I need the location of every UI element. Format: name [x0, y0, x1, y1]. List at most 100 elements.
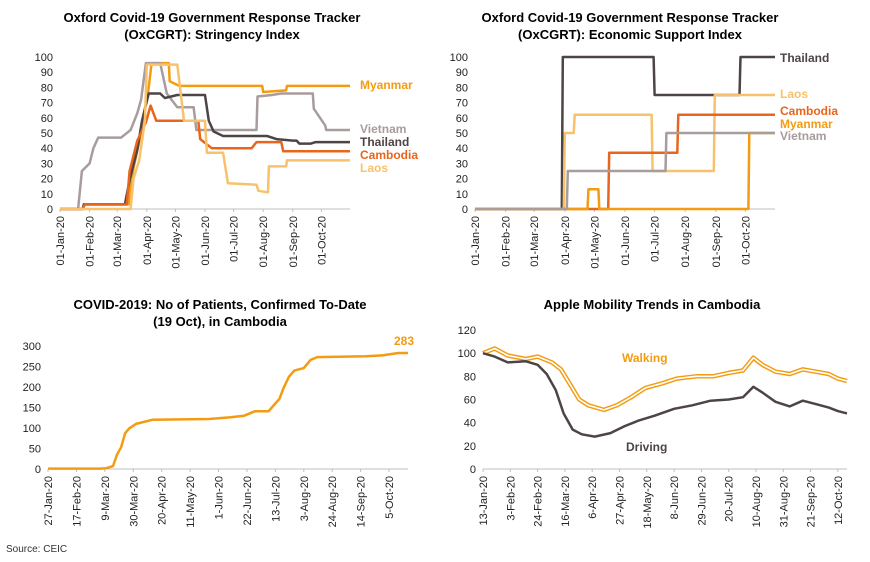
series-label-laos: Laos	[360, 161, 388, 175]
x-tick-label: 27-Apr-20	[615, 476, 627, 525]
x-tick-label: 10-Aug-20	[751, 476, 763, 527]
chart-title: Apple Mobility Trends in Cambodia	[544, 297, 761, 312]
y-tick-label: 50	[456, 128, 468, 140]
y-tick-label: 60	[41, 113, 53, 125]
x-tick-label: 01-Jan-20	[55, 216, 67, 266]
x-tick-label: 01-Mar-20	[529, 216, 541, 267]
y-tick-label: 80	[456, 82, 468, 94]
x-tick-label: 01-Feb-20	[501, 216, 513, 267]
chart-title: (OxCGRT): Economic Support Index	[518, 27, 743, 42]
series-line-cambodia	[475, 113, 775, 211]
series-label-cambodia: Cambodia	[780, 104, 838, 118]
chart-panel-4: Apple Mobility Trends in Cambodia 0 20 40 60…	[458, 297, 848, 529]
series-line-confirmed	[48, 351, 408, 470]
chart-title: (19 Oct), in Cambodia	[153, 314, 287, 329]
x-tick-label: 01-Jun-20	[200, 216, 212, 266]
x-tick-label: 17-Feb-20	[71, 476, 83, 527]
x-tick-label: 01-Sep-20	[288, 216, 300, 267]
series-line-myanmar	[475, 131, 775, 211]
y-tick-label: 300	[23, 341, 41, 353]
y-tick-label: 90	[456, 67, 468, 79]
y-tick-label: 70	[456, 98, 468, 110]
x-tick-label: 14-Sep-20	[356, 476, 368, 527]
y-tick-label: 40	[41, 143, 53, 155]
series-label-laos: Laos	[780, 87, 808, 101]
x-tick-label: 01-Apr-20	[142, 216, 154, 265]
series-line-laos	[60, 63, 350, 211]
x-tick-label: 12-Oct-20	[833, 476, 845, 525]
y-tick-label: 30	[41, 158, 53, 170]
series-line-vietnam	[475, 131, 775, 211]
x-tick-label: 01-Aug-20	[258, 216, 270, 267]
y-tick-label: 40	[464, 418, 476, 430]
y-tick-label: 0	[462, 204, 468, 216]
y-tick-label: 40	[456, 143, 468, 155]
series-label-myanmar: Myanmar	[780, 117, 833, 131]
series-label-vietnam: Vietnam	[780, 129, 826, 143]
y-tick-label: 150	[23, 403, 41, 415]
series-line-walking-inner	[482, 347, 848, 411]
series-label-driving: Driving	[626, 440, 667, 454]
x-tick-label: 01-Feb-20	[85, 216, 97, 267]
series-label-vietnam: Vietnam	[360, 122, 406, 136]
x-tick-label: 1-Jun-20	[214, 476, 226, 519]
y-tick-label: 100	[458, 348, 476, 360]
series-label-thailand: Thailand	[360, 135, 409, 149]
x-tick-label: 9-Mar-20	[100, 476, 112, 521]
chart-title: Oxford Covid-19 Government Response Trac…	[482, 10, 779, 25]
y-tick-label: 30	[456, 158, 468, 170]
x-tick-label: 27-Jan-20	[43, 476, 55, 526]
y-tick-label: 20	[464, 441, 476, 453]
x-tick-label: 01-May-20	[589, 216, 601, 269]
y-tick-label: 100	[35, 52, 53, 64]
x-tick-label: 20-Jul-20	[724, 476, 736, 522]
y-tick-label: 0	[35, 464, 41, 476]
y-tick-label: 0	[470, 464, 476, 476]
x-tick-label: 01-Apr-20	[560, 216, 572, 265]
series-label-myanmar: Myanmar	[360, 78, 413, 92]
chart-panel-2: Oxford Covid-19 Government Response Trac…	[450, 10, 839, 269]
chart-title: (OxCGRT): Stringency Index	[124, 27, 300, 42]
x-tick-label: 5-Oct-20	[384, 476, 396, 519]
series-line-driving	[482, 351, 848, 438]
y-tick-label: 200	[23, 382, 41, 394]
x-tick-label: 6-Apr-20	[587, 476, 599, 519]
y-tick-label: 120	[458, 325, 476, 337]
x-tick-label: 01-Jan-20	[470, 216, 482, 266]
series-label-thailand: Thailand	[780, 51, 829, 65]
x-tick-label: 01-Oct-20	[316, 216, 328, 265]
y-tick-label: 50	[29, 444, 41, 456]
chart-title: Oxford Covid-19 Government Response Trac…	[64, 10, 361, 25]
y-tick-label: 80	[464, 371, 476, 383]
x-tick-label: 31-Aug-20	[778, 476, 790, 527]
y-tick-label: 60	[464, 395, 476, 407]
y-tick-label: 90	[41, 67, 53, 79]
chart-panel-1: Oxford Covid-19 Government Response Trac…	[35, 10, 419, 269]
x-tick-label: 13-Jul-20	[270, 476, 282, 522]
y-tick-label: 70	[41, 98, 53, 110]
x-tick-label: 01-May-20	[170, 216, 182, 269]
charts-canvas: Oxford Covid-19 Government Response Trac…	[23, 10, 848, 529]
series-label-walking: Walking	[622, 351, 668, 365]
y-tick-label: 250	[23, 362, 41, 374]
x-tick-label: 24-Aug-20	[327, 476, 339, 527]
x-tick-label: 3-Feb-20	[505, 476, 517, 521]
x-tick-label: 30-Mar-20	[128, 476, 140, 527]
x-tick-label: 01-Oct-20	[740, 216, 752, 265]
y-tick-label: 20	[456, 174, 468, 186]
y-tick-label: 100	[450, 52, 468, 64]
x-tick-label: 13-Jan-20	[478, 476, 490, 526]
x-tick-label: 01-Jul-20	[650, 216, 662, 262]
x-tick-label: 01-Aug-20	[680, 216, 692, 267]
chart-panel-3: COVID-2019: No of Patients, Confirmed To…	[23, 297, 415, 528]
x-tick-label: 29-Jun-20	[696, 476, 708, 526]
x-tick-label: 16-Mar-20	[560, 476, 572, 527]
source-note: Source: CEIC	[6, 544, 68, 555]
series-line-thailand	[475, 55, 775, 211]
y-tick-label: 100	[23, 423, 41, 435]
y-tick-label: 80	[41, 82, 53, 94]
x-tick-label: 20-Apr-20	[157, 476, 169, 525]
x-tick-label: 01-Mar-20	[112, 216, 124, 267]
y-tick-label: 20	[41, 174, 53, 186]
